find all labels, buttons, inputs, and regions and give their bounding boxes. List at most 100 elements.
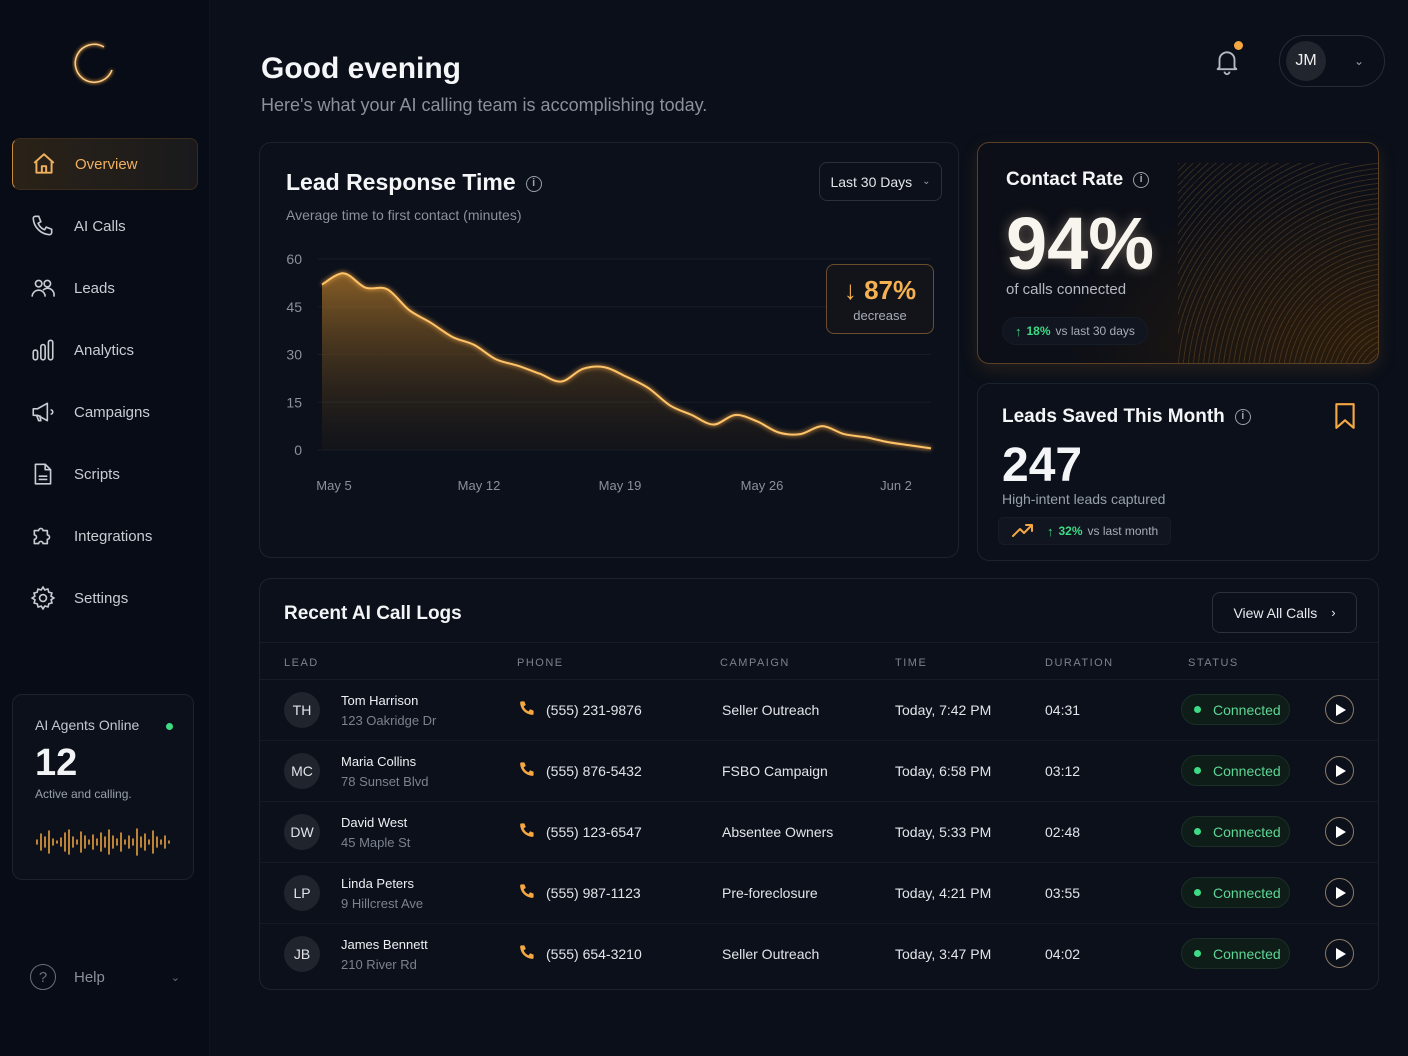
call-time: Today, 4:21 PM — [895, 885, 992, 901]
contact-rate-card: Contact Rate i 94% of calls connected ↑ 1… — [977, 142, 1379, 364]
sidebar-item-leads[interactable]: Leads — [12, 262, 198, 314]
sidebar-item-label: Settings — [74, 589, 129, 607]
help-menu[interactable]: ? Help ⌄ — [30, 964, 180, 990]
sidebar-item-label: Leads — [74, 279, 115, 297]
call-duration: 03:55 — [1045, 885, 1081, 901]
table-row[interactable]: DW David West 45 Maple St (555) 123-6547… — [260, 802, 1378, 863]
svg-text:Jun 2: Jun 2 — [880, 478, 912, 493]
play-icon — [1335, 703, 1346, 716]
table-row[interactable]: LP Linda Peters 9 Hillcrest Ave (555) 98… — [260, 863, 1378, 924]
lead-campaign: Seller Outreach — [722, 702, 820, 718]
sidebar-item-overview[interactable]: Overview — [12, 138, 198, 190]
notification-dot — [1234, 41, 1243, 50]
phone-icon — [520, 701, 534, 715]
lead-response-card: 0 15 30 45 60 May 5 May 12 May 19 May 26 Jun 2 L… — [259, 142, 959, 558]
phone-icon — [520, 823, 534, 837]
lead-phone: (555) 654-3210 — [546, 946, 642, 962]
status-dot — [1194, 889, 1201, 896]
status-dot — [1194, 706, 1201, 713]
svg-text:0: 0 — [294, 442, 302, 458]
sidebar-item-ai-calls[interactable]: AI Calls — [12, 200, 198, 252]
arrow-up-icon: ↑ — [1047, 523, 1054, 539]
phone-icon — [520, 884, 534, 898]
sidebar-item-scripts[interactable]: Scripts — [12, 448, 198, 500]
lead-campaign: Absentee Owners — [722, 824, 834, 840]
bookmark-icon[interactable] — [1332, 402, 1358, 430]
column-header-status: STATUS — [1188, 657, 1239, 669]
play-icon — [1335, 825, 1346, 838]
sidebar-item-analytics[interactable]: Analytics — [12, 324, 198, 376]
info-icon[interactable]: i — [1234, 408, 1251, 425]
status-dot — [1194, 950, 1201, 957]
svg-text:May 12: May 12 — [458, 478, 501, 493]
lead-name: Linda Peters — [341, 876, 414, 891]
info-icon[interactable]: i — [525, 175, 542, 192]
lead-address: 9 Hillcrest Ave — [341, 896, 424, 911]
bell-icon[interactable] — [1212, 46, 1242, 76]
info-icon[interactable]: i — [1133, 171, 1150, 188]
lead-name: James Bennett — [341, 937, 428, 952]
lead-phone: (555) 123-6547 — [546, 824, 642, 840]
phone-icon — [30, 213, 56, 239]
lead-avatar: TH — [284, 692, 320, 728]
agents-title: AI Agents Online — [35, 717, 140, 733]
chevron-down-icon: ⌄ — [1354, 54, 1365, 68]
svg-text:30: 30 — [286, 347, 302, 363]
leads-saved-change: ↑ 32% vs last month — [998, 517, 1172, 545]
lead-campaign: Pre-foreclosure — [722, 885, 818, 901]
help-circle-icon: ? — [30, 964, 56, 990]
status-dot — [1194, 767, 1201, 774]
agents-subtitle: Active and calling. — [35, 787, 132, 801]
contact-rate-subtitle: of calls connected — [1006, 281, 1127, 298]
trending-up-icon — [1012, 524, 1033, 537]
leads-saved-value: 247 — [1002, 439, 1083, 492]
sidebar-nav: Overview AI Calls Leads Analytics Campai… — [12, 138, 198, 634]
play-recording-button[interactable] — [1325, 695, 1354, 724]
column-header-time: TIME — [895, 657, 928, 669]
date-range-select[interactable]: Last 30 Days ⌄ — [819, 162, 942, 201]
table-row[interactable]: JB James Bennett 210 River Rd (555) 654-… — [260, 924, 1378, 985]
play-recording-button[interactable] — [1325, 817, 1354, 846]
lead-name: Maria Collins — [341, 754, 417, 769]
svg-text:May 5: May 5 — [316, 478, 351, 493]
sidebar-item-settings[interactable]: Settings — [12, 572, 198, 624]
document-icon — [30, 461, 56, 487]
lead-response-subtitle: Average time to first contact (minutes) — [286, 207, 522, 223]
lead-name: David West — [341, 815, 408, 830]
play-icon — [1335, 886, 1346, 899]
chevron-down-icon: ⌄ — [170, 971, 180, 984]
play-recording-button[interactable] — [1325, 939, 1354, 968]
sidebar-item-integrations[interactable]: Integrations — [12, 510, 198, 562]
call-logs-card: Recent AI Call Logs View All Calls › LEA… — [259, 578, 1379, 990]
lead-phone: (555) 876-5432 — [546, 763, 642, 779]
lead-avatar: LP — [284, 875, 320, 911]
status-badge: Connected — [1181, 877, 1290, 908]
agents-online-card: AI Agents Online 12 Active and calling. — [12, 694, 194, 880]
svg-text:May 26: May 26 — [741, 478, 784, 493]
eclipse-logo-icon[interactable] — [72, 40, 118, 86]
change-value: ↓ 87% — [843, 275, 917, 305]
lead-campaign: FSBO Campaign — [722, 763, 828, 779]
lead-avatar: MC — [284, 753, 320, 789]
sidebar-item-campaigns[interactable]: Campaigns — [12, 386, 198, 438]
call-time: Today, 5:33 PM — [895, 824, 992, 840]
megaphone-icon — [30, 399, 56, 425]
sidebar-item-label: Scripts — [74, 465, 120, 483]
lead-avatar: JB — [284, 936, 320, 972]
column-header-phone: PHONE — [517, 657, 564, 669]
column-header-campaign: CAMPAIGN — [720, 657, 790, 669]
play-recording-button[interactable] — [1325, 756, 1354, 785]
call-duration: 02:48 — [1045, 824, 1081, 840]
lead-response-title: Lead Response Time i — [286, 169, 542, 196]
lead-address: 123 Oakridge Dr — [341, 713, 437, 728]
table-row[interactable]: MC Maria Collins 78 Sunset Blvd (555) 87… — [260, 741, 1378, 802]
table-row[interactable]: TH Tom Harrison 123 Oakridge Dr (555) 23… — [260, 680, 1378, 741]
status-badge: Connected — [1181, 694, 1290, 725]
column-header-duration: DURATION — [1045, 657, 1114, 669]
view-all-calls-button[interactable]: View All Calls › — [1212, 592, 1357, 633]
call-duration: 04:31 — [1045, 702, 1081, 718]
sidebar-item-label: Overview — [75, 155, 138, 173]
sidebar-item-label: Campaigns — [74, 403, 150, 421]
user-menu[interactable]: JM ⌄ — [1279, 35, 1385, 87]
play-recording-button[interactable] — [1325, 878, 1354, 907]
